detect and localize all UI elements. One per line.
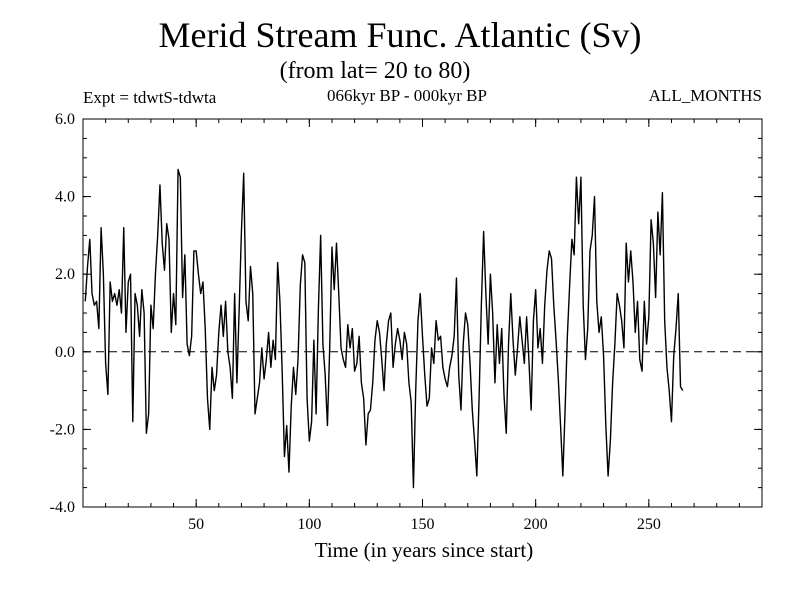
experiment-label: Expt = tdwtS-tdwta (83, 88, 217, 107)
y-tick-label: 6.0 (55, 111, 75, 128)
ticks-layer: 50 100 150 200 250 -4.0 -2.0 0.0 2.0 4.0 6.0 (50, 111, 762, 533)
series-line-0 (84, 168, 684, 489)
x-tick-label: 200 (524, 516, 548, 533)
y-tick-label: 4.0 (55, 189, 75, 206)
chart-subtitle: (from lat= 20 to 80) (279, 58, 471, 84)
y-tick-label: -2.0 (50, 421, 75, 438)
y-tick-label: 2.0 (55, 266, 75, 283)
y-tick-label: -4.0 (50, 499, 75, 516)
x-tick-label: 150 (411, 516, 435, 533)
x-axis-label: Time (in years since start) (314, 538, 534, 562)
x-tick-label: 50 (188, 516, 204, 533)
plot-frame (82, 118, 763, 508)
x-tick-label: 250 (637, 516, 661, 533)
x-tick-label: 100 (297, 516, 321, 533)
months-label: ALL_MONTHS (648, 86, 762, 105)
series-layer (84, 168, 684, 489)
period-label: 066kyr BP - 000kyr BP (327, 86, 487, 105)
y-tick-label: 0.0 (55, 344, 75, 361)
chart-title: Merid Stream Func. Atlantic (Sv) (158, 15, 642, 55)
